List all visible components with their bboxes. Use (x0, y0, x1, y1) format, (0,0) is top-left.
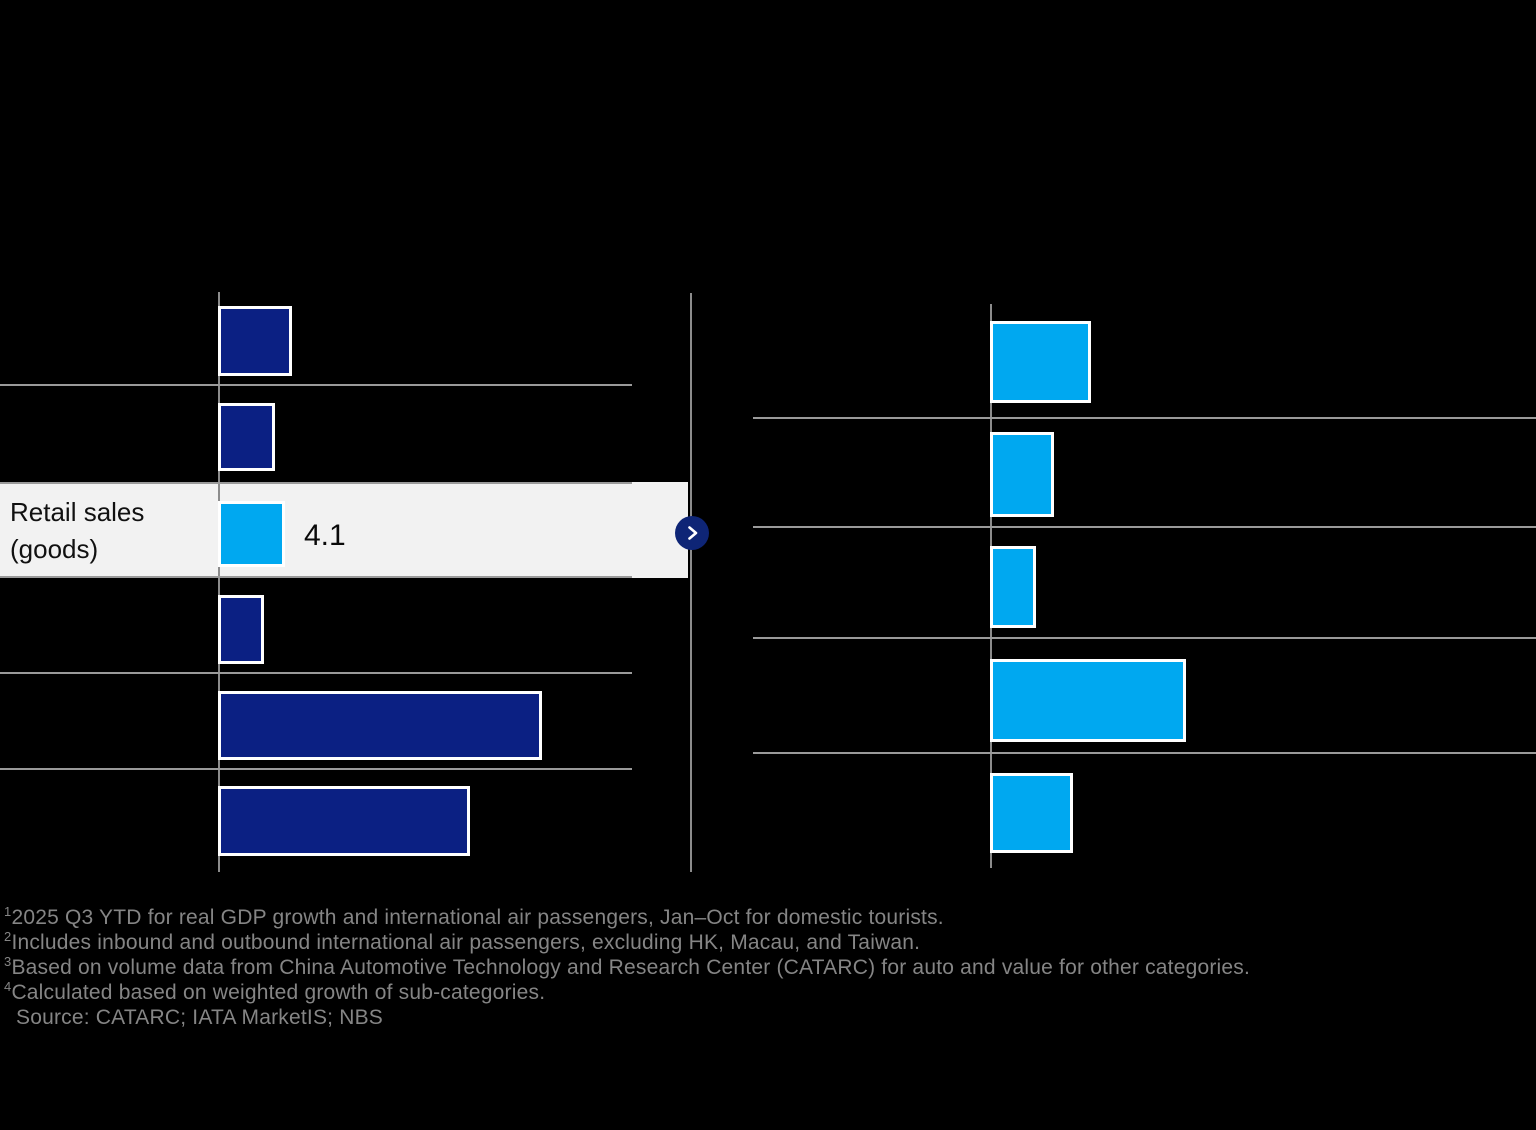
row-separator (753, 417, 1536, 419)
left-axis-line (218, 292, 220, 872)
row-separator (0, 576, 632, 578)
footnote-line: 3Based on volume data from China Automot… (4, 954, 1251, 979)
footnote-line: 2Includes inbound and outbound internati… (4, 929, 921, 954)
right-bar[interactable] (990, 773, 1073, 853)
footnote-superscript: 2 (4, 929, 12, 944)
row-separator (753, 752, 1536, 754)
left-bar[interactable] (218, 501, 285, 567)
left-bar[interactable] (218, 691, 542, 760)
row-separator (0, 384, 632, 386)
footnote-superscript: 4 (4, 979, 12, 994)
footnote-line: 4Calculated based on weighted growth of … (4, 979, 546, 1004)
bar-value-label: 4.1 (304, 519, 346, 552)
footnotes-block: 12025 Q3 YTD for real GDP growth and int… (4, 905, 1250, 1030)
highlighted-row-retail-sales[interactable]: Retail sales (goods) (0, 482, 688, 578)
row-label: Retail sales (goods) (10, 494, 144, 568)
left-bar[interactable] (218, 786, 470, 856)
row-separator (753, 526, 1536, 528)
row-separator (753, 637, 1536, 639)
footnote-superscript: 3 (4, 954, 12, 969)
source-line: Source: CATARC; IATA MarketIS; NBS (16, 1006, 383, 1029)
panel-divider-line (690, 293, 692, 872)
right-bar[interactable] (990, 659, 1186, 742)
row-separator (0, 482, 632, 484)
left-bar[interactable] (218, 306, 292, 376)
chevron-right-icon (685, 524, 700, 542)
left-bar[interactable] (218, 595, 264, 664)
row-label-line2: (goods) (10, 534, 99, 564)
right-bar[interactable] (990, 321, 1091, 403)
row-label-line1: Retail sales (10, 497, 145, 527)
left-bar[interactable] (218, 403, 275, 471)
right-bar[interactable] (990, 546, 1036, 628)
right-bar[interactable] (990, 432, 1054, 517)
footnote-line: 12025 Q3 YTD for real GDP growth and int… (4, 904, 944, 929)
footnote-superscript: 1 (4, 904, 12, 919)
row-separator (0, 768, 632, 770)
row-separator (0, 672, 632, 674)
expand-row-button[interactable] (675, 516, 709, 550)
